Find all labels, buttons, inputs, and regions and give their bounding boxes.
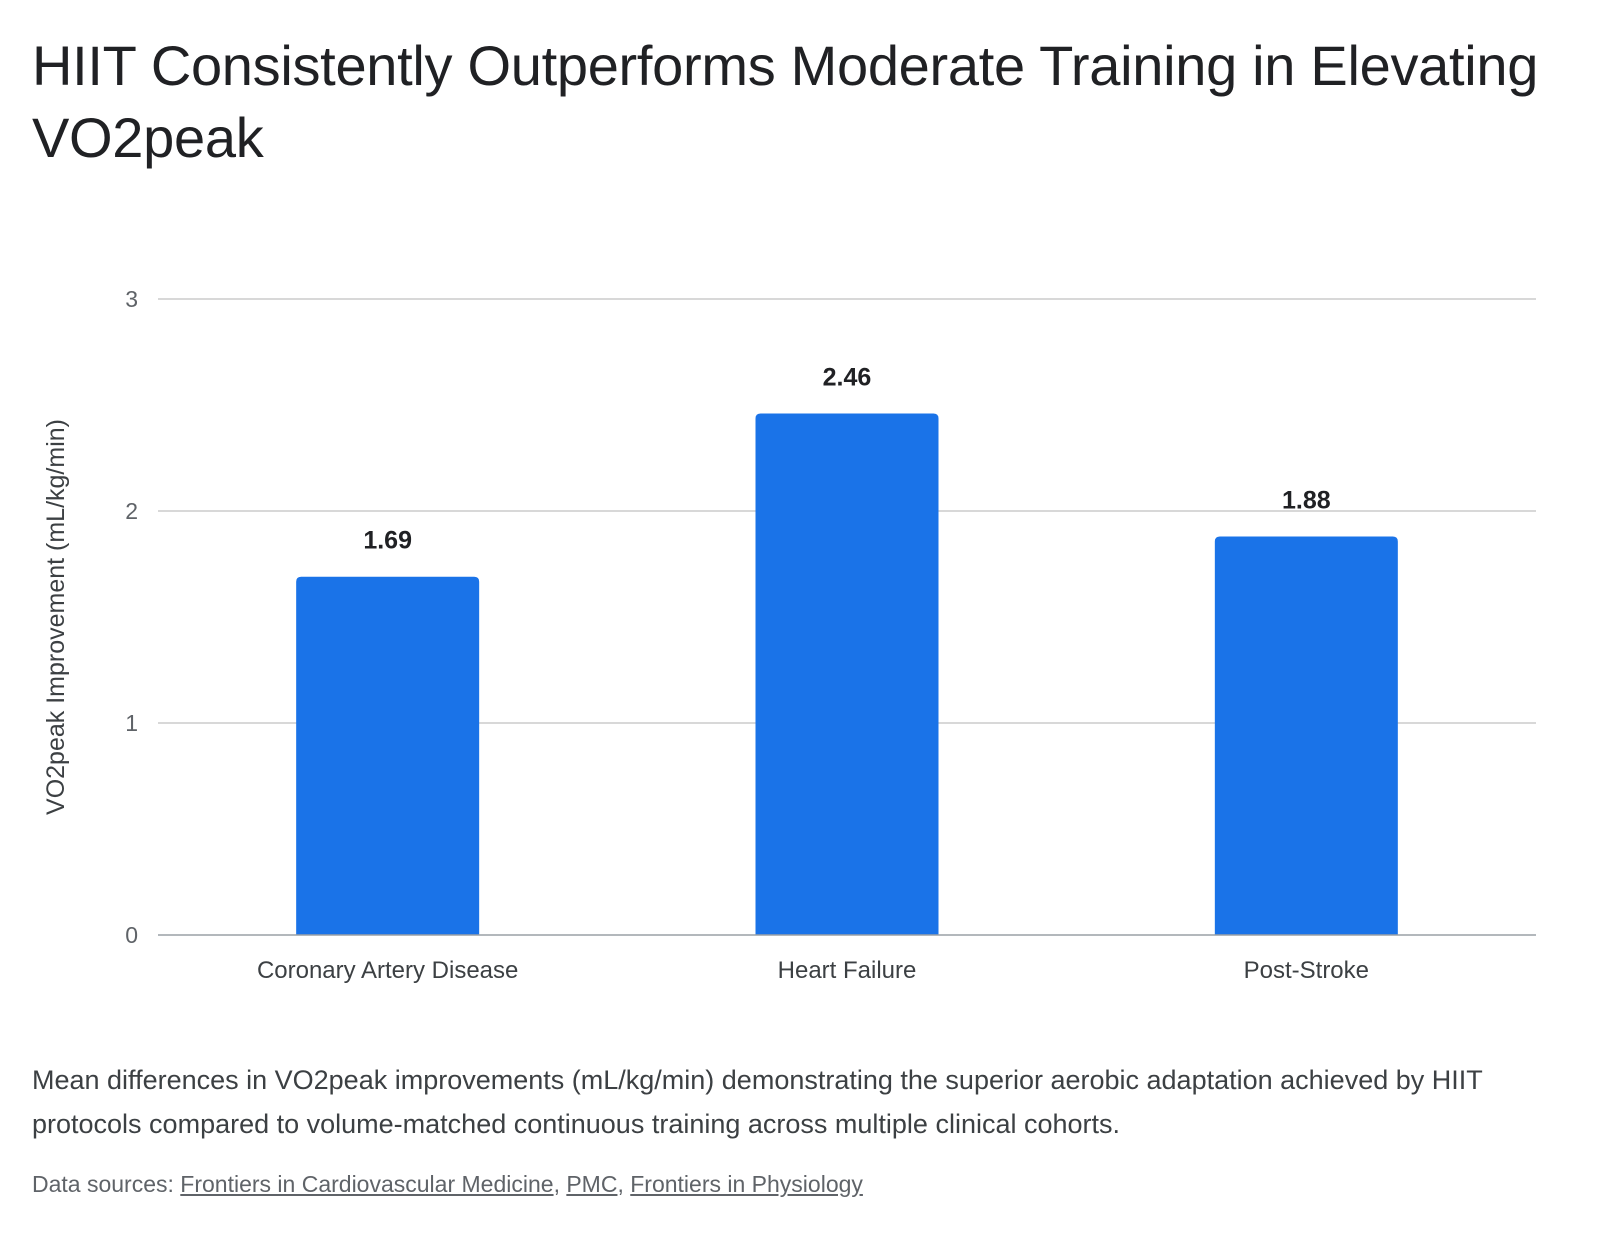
bar-value-label: 2.46 — [823, 363, 872, 391]
x-tick-label: Heart Failure — [778, 957, 917, 984]
bars — [296, 413, 1398, 936]
x-tick-label: Coronary Artery Disease — [257, 957, 518, 984]
data-sources: Data sources: Frontiers in Cardiovascula… — [32, 1168, 863, 1200]
bar-chart: 0 1 2 3 VO2peak Improvement (mL/kg/min) 1.6… — [42, 286, 1536, 984]
x-axis-ticks: Coronary Artery Disease Heart Failure Post… — [257, 957, 1369, 984]
x-tick-label: Post-Stroke — [1244, 957, 1369, 984]
y-tick-label: 0 — [125, 922, 138, 948]
bar — [1214, 536, 1398, 935]
chart-caption: Mean differences in VO2peak improvements… — [32, 1065, 1483, 1139]
source-link-frontiers-physiology[interactable]: Frontiers in Physiology — [630, 1171, 863, 1197]
y-tick-label: 3 — [125, 286, 138, 312]
bar-value-label: 1.69 — [363, 527, 412, 555]
value-labels: 1.69 2.46 1.88 — [363, 363, 1330, 554]
source-link-frontiers-cardiovascular[interactable]: Frontiers in Cardiovascular Medicine — [180, 1171, 554, 1197]
source-link-pmc[interactable]: PMC — [566, 1171, 618, 1197]
y-tick-label: 1 — [125, 710, 138, 736]
bar-value-label: 1.88 — [1282, 486, 1331, 514]
sources-prefix: Data sources: — [32, 1171, 181, 1197]
y-axis-label: VO2peak Improvement (mL/kg/min) — [42, 419, 70, 815]
chart-title: HIIT Consistently Outperforms Moderate T… — [32, 34, 1539, 169]
sources-separator: , — [553, 1171, 567, 1197]
bar — [755, 413, 939, 936]
y-tick-label: 2 — [125, 498, 138, 524]
bar — [296, 576, 480, 935]
y-axis-ticks: 0 1 2 3 — [125, 286, 138, 948]
sources-separator: , — [617, 1171, 631, 1197]
